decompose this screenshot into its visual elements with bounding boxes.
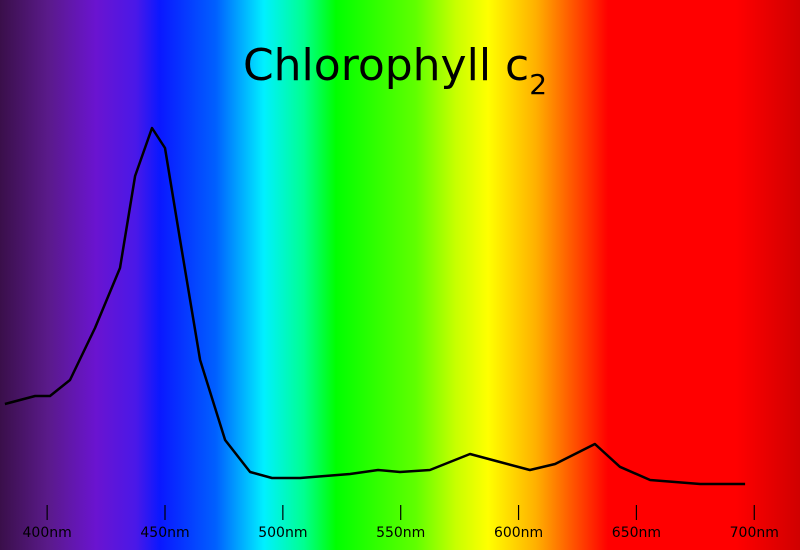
x-tick-label: 550nm [376, 525, 425, 541]
x-tick-label: 700nm [730, 525, 779, 541]
x-tick-label: 500nm [258, 525, 307, 541]
title-main: Chlorophyll c [243, 40, 529, 91]
x-tick-label: 650nm [612, 525, 661, 541]
x-tick-label: 450nm [140, 525, 189, 541]
chart-title: Chlorophyll c2 [243, 40, 547, 101]
absorption-line [4, 126, 746, 486]
x-tick-label: 600nm [494, 525, 543, 541]
title-subscript: 2 [529, 68, 547, 101]
x-tick-label: 400nm [23, 525, 72, 541]
